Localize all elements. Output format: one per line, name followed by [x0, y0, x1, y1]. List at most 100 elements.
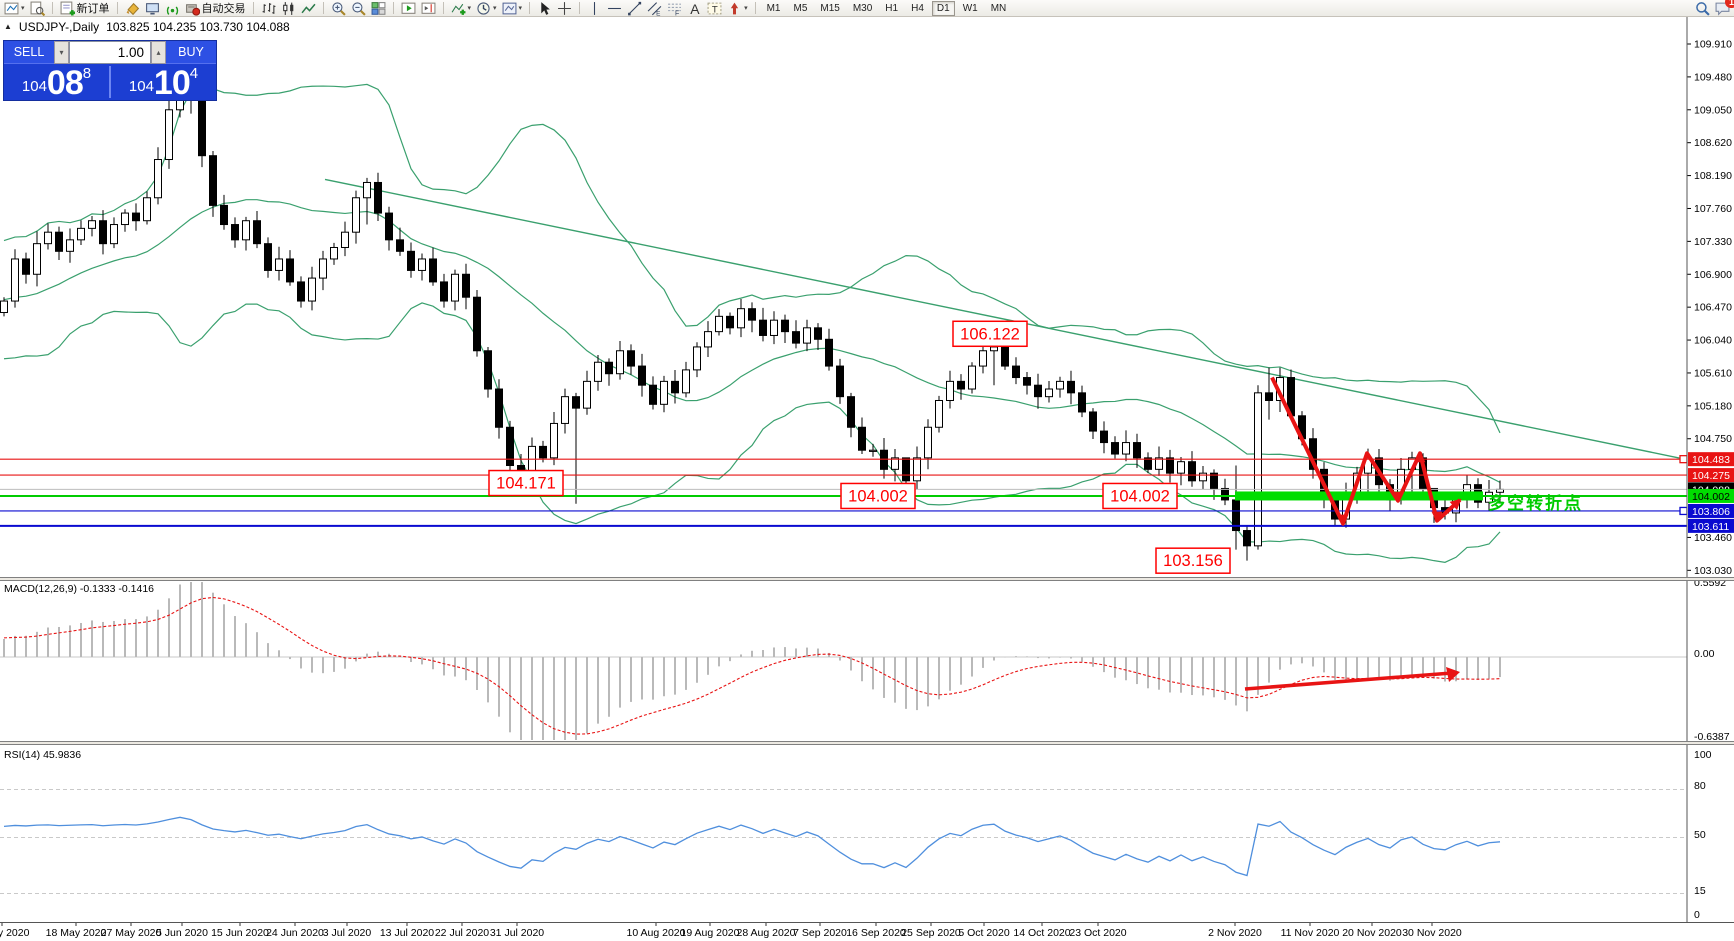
candle-body — [715, 315, 723, 333]
trend-zigzag-arrow[interactable] — [1270, 376, 1462, 526]
timeframe-button-M1[interactable]: M1 — [766, 2, 781, 14]
timeframe-button-D1[interactable]: D1 — [931, 0, 955, 16]
templates-button[interactable]: ▾ — [501, 1, 524, 16]
price-annotation-box[interactable]: 104.002 — [1102, 482, 1178, 510]
volume-increase-button[interactable]: ▴ — [151, 41, 166, 64]
volume-input[interactable] — [69, 41, 151, 64]
bollinger-band-line — [3, 199, 1501, 483]
candle-body — [913, 457, 921, 482]
zoom-out-button[interactable] — [350, 1, 367, 16]
horizontal-line-icon — [608, 7, 621, 9]
macd-panel[interactable] — [0, 578, 1687, 755]
horizontal-line-button[interactable] — [606, 1, 623, 16]
panel-frames — [0, 17, 1734, 923]
price-annotation-box[interactable]: 104.002 — [840, 482, 916, 510]
descending-trendline[interactable] — [324, 178, 1687, 461]
candlestick-chart-button[interactable] — [280, 1, 297, 16]
candle-body — [770, 319, 778, 336]
pivot-annotation-text[interactable]: 多空转折点 — [1488, 493, 1583, 513]
price-axis-label: 108.190 — [1694, 170, 1732, 182]
price-chart[interactable] — [0, 48, 1687, 563]
volume-decrease-button[interactable]: ▾ — [54, 41, 69, 64]
candle-body — [429, 258, 437, 283]
timeframe-button-H1[interactable]: H1 — [885, 2, 899, 14]
date-axis-label: 18 May 2020 — [46, 927, 107, 939]
line-handle[interactable] — [1679, 455, 1687, 464]
candlestick-chart-icon — [282, 1, 293, 15]
timeframe-button-H4[interactable]: H4 — [911, 2, 924, 14]
candle-body — [77, 227, 85, 241]
chart-objects[interactable]: 104.171 104.002 104.002 106.122 103.156 — [0, 320, 1687, 574]
macd-trend-arrow[interactable] — [1244, 671, 1453, 691]
trendline-button[interactable] — [626, 1, 643, 16]
terminal-button[interactable] — [144, 1, 161, 16]
cursor-button[interactable] — [536, 1, 553, 16]
tile-windows-button[interactable] — [370, 1, 387, 16]
candle-body — [1089, 411, 1097, 432]
candle-body — [286, 258, 294, 283]
candle-body — [539, 445, 547, 459]
search-button[interactable] — [1694, 1, 1711, 16]
sell-button[interactable]: SELL — [4, 41, 54, 64]
buy-button[interactable]: BUY — [166, 41, 216, 64]
candle-body — [979, 350, 987, 367]
indicators-button[interactable]: ▾ — [450, 1, 473, 16]
timeframe-button-M15[interactable]: M15 — [820, 2, 840, 14]
line-chart-button[interactable] — [300, 1, 317, 16]
signals-button[interactable] — [164, 1, 181, 16]
candle-body — [363, 181, 371, 199]
crosshair-button[interactable] — [556, 1, 573, 16]
charts-list-button[interactable] — [29, 1, 46, 16]
timeframe-button-W1[interactable]: W1 — [962, 2, 978, 14]
arrow-tools-button[interactable]: ▾ — [726, 1, 749, 16]
timeframe-button-MN[interactable]: MN — [990, 2, 1007, 14]
panel-splitter[interactable] — [0, 577, 1734, 581]
date-axis-label: 15 Jun 2020 — [211, 927, 269, 939]
autotrade-button[interactable]: 自动交易 — [184, 1, 247, 16]
zoom-in-button[interactable] — [330, 1, 347, 16]
text-label-button[interactable]: T — [706, 1, 723, 16]
timeframe-button-M30[interactable]: M30 — [852, 2, 873, 14]
candle-body — [594, 361, 602, 382]
indicator-axis-label: 50 — [1694, 829, 1706, 841]
equidistant-channel-button[interactable]: E — [646, 1, 663, 16]
new-chart-button[interactable]: ▾ — [3, 1, 26, 16]
candle-body — [924, 426, 932, 459]
indicator-axis-label: 80 — [1694, 780, 1706, 792]
candle-body — [330, 246, 338, 260]
price-axis[interactable]: 109.910 109.480 109.050 108.620 108.190 107.7… — [1687, 39, 1734, 922]
candle-body — [264, 243, 272, 271]
date-axis-label: 10 Aug 2020 — [627, 927, 686, 939]
notifications-button[interactable]: 1 — [1714, 0, 1734, 16]
support-band[interactable] — [1235, 491, 1483, 501]
auto-scroll-button[interactable] — [400, 1, 417, 16]
buy-price-display[interactable]: 104 10 4 — [111, 64, 216, 100]
candle-body — [616, 350, 624, 375]
chevron-down-icon: ▾ — [493, 5, 497, 12]
sell-price-display[interactable]: 104 08 8 — [4, 64, 109, 100]
timeframe-button-M5[interactable]: M5 — [793, 2, 808, 14]
candle-body — [1155, 457, 1163, 470]
new-order-button[interactable]: 新订单 — [59, 1, 111, 16]
line-handle[interactable] — [1679, 506, 1687, 516]
vertical-line-button[interactable] — [586, 1, 603, 16]
chevron-down-icon: ▾ — [21, 5, 25, 12]
price-tag — [1688, 488, 1734, 503]
rsi-panel[interactable] — [0, 789, 1687, 894]
periods-button[interactable]: ▾ — [475, 1, 498, 16]
panel-splitter[interactable] — [0, 741, 1734, 745]
date-axis-label: 23 Oct 2020 — [1069, 927, 1126, 939]
text-button[interactable]: A — [686, 1, 703, 16]
fibonacci-button[interactable]: F — [666, 1, 683, 16]
price-annotation-box[interactable]: 104.171 — [488, 469, 564, 497]
candle-body — [440, 281, 448, 302]
price-annotation-box[interactable]: 106.122 — [952, 320, 1028, 348]
notification-badge: 1 — [1724, 0, 1734, 8]
collapse-triangle-icon[interactable]: ▲ — [4, 22, 12, 31]
date-axis-label: 19 Aug 2020 — [681, 927, 740, 939]
chart-shift-button[interactable] — [420, 1, 437, 16]
bar-chart-button[interactable] — [260, 1, 277, 16]
chart-style-button[interactable] — [124, 1, 141, 16]
price-annotation-box[interactable]: 103.156 — [1155, 547, 1231, 574]
